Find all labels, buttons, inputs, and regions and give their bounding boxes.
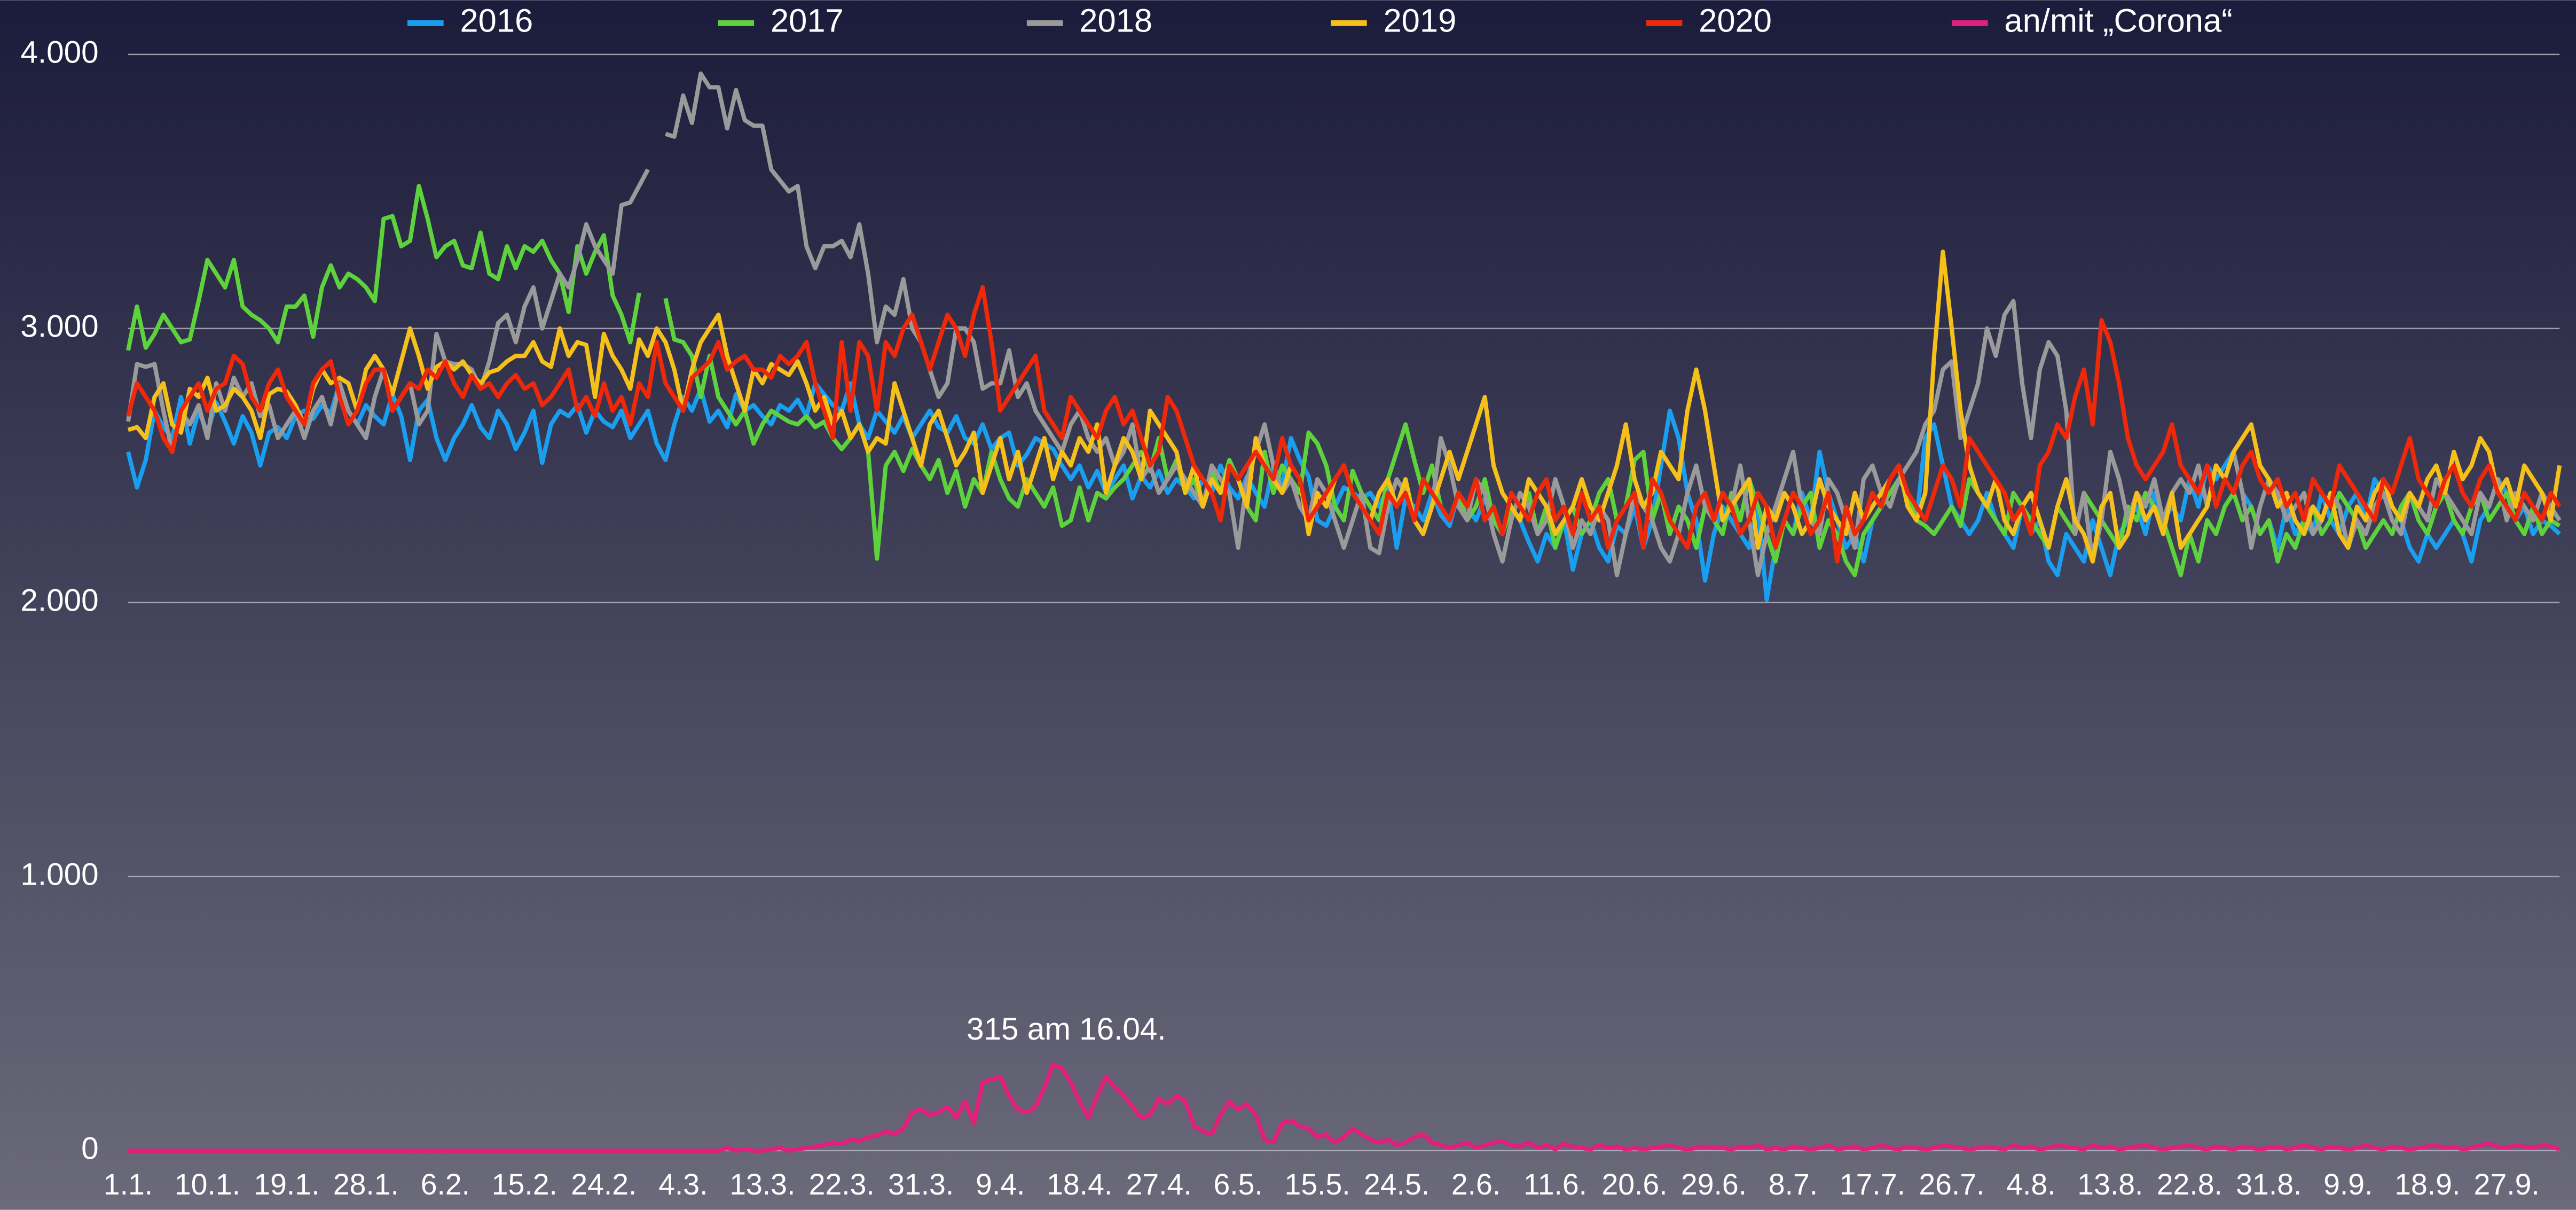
y-tick-label: 1.000 [20,857,98,892]
x-tick-label: 29.6. [1681,1168,1747,1201]
legend-label: 2019 [1383,3,1456,40]
x-tick-label: 22.3. [809,1168,875,1201]
x-tick-label: 4.8. [2006,1168,2055,1201]
x-tick-label: 1.1. [104,1168,153,1201]
y-tick-label: 0 [81,1131,99,1166]
x-tick-label: 10.1. [175,1168,240,1201]
x-tick-label: 27.9. [2474,1168,2540,1201]
legend-label: 2018 [1079,3,1152,40]
x-tick-label: 31.8. [2236,1168,2302,1201]
x-tick-label: 4.3. [658,1168,708,1201]
x-tick-label: 18.4. [1047,1168,1112,1201]
series-line [126,285,2562,564]
series-line [126,381,2561,602]
x-tick-label: 11.6. [1523,1168,1587,1201]
x-tick-label: 26.7. [1919,1168,1984,1201]
x-tick-label: 22.8. [2157,1168,2222,1201]
x-tick-label: 15.2. [492,1168,557,1201]
x-tick-label: 8.7. [1769,1168,1818,1201]
legend-label: 2017 [771,3,844,40]
annotation: 315 am 16.04. [967,1012,1166,1047]
x-tick-label: 24.5. [1364,1168,1430,1201]
legend-label: 2020 [1699,3,1772,40]
x-tick-label: 20.6. [1601,1168,1667,1201]
x-tick-label: 31.3. [888,1168,954,1201]
x-tick-label: 9.9. [2323,1168,2373,1201]
x-tick-label: 18.9. [2394,1168,2460,1201]
x-tick-label: 15.5. [1285,1168,1350,1201]
x-tick-label: 17.7. [1840,1168,1905,1201]
x-tick-label: 24.2. [571,1168,637,1201]
x-tick-label: 19.1. [254,1168,319,1201]
x-tick-label: 2.6. [1451,1168,1501,1201]
legend-label: an/mit „Corona“ [2004,3,2232,40]
y-tick-label: 3.000 [20,309,98,344]
x-tick-label: 6.5. [1213,1168,1262,1201]
legend-label: 2016 [460,3,533,40]
x-tick-label: 13.8. [2077,1168,2143,1201]
y-tick-label: 2.000 [20,583,98,618]
series-line [128,1062,2561,1153]
x-tick-label: 13.3. [729,1168,795,1201]
y-tick-label: 4.000 [20,35,98,69]
x-tick-label: 9.4. [976,1168,1025,1201]
x-tick-label: 27.4. [1126,1168,1192,1201]
x-tick-label: 28.1. [333,1168,399,1201]
x-tick-label: 6.2. [421,1168,470,1201]
